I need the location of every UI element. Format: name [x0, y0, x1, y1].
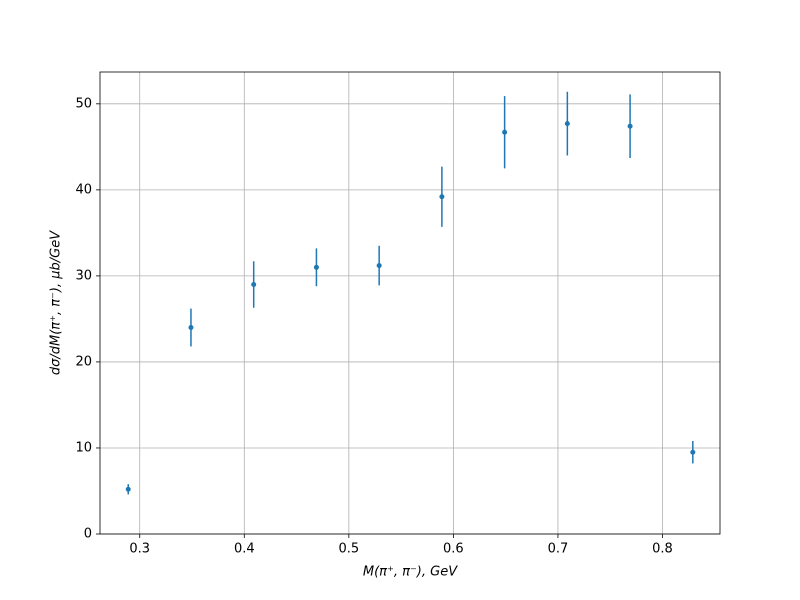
- x-tick-label: 0.6: [443, 542, 464, 557]
- point: [690, 449, 696, 455]
- point: [125, 486, 131, 492]
- y-tick-label: 50: [75, 96, 92, 111]
- point: [313, 264, 319, 270]
- x-tick-label: 0.5: [338, 542, 359, 557]
- point: [251, 282, 257, 288]
- point: [627, 123, 633, 129]
- point: [502, 129, 508, 135]
- y-tick-label: 30: [75, 268, 92, 283]
- y-tick-label: 0: [84, 527, 92, 542]
- point: [188, 325, 194, 331]
- point: [564, 121, 570, 127]
- point: [439, 194, 445, 200]
- x-tick-label: 0.4: [234, 542, 255, 557]
- point: [376, 263, 382, 269]
- x-tick-label: 0.8: [652, 542, 673, 557]
- plot-frame: [99, 71, 721, 535]
- y-tick-label: 40: [75, 182, 92, 197]
- y-tick-label: 20: [75, 354, 92, 369]
- x-tick-label: 0.3: [129, 542, 150, 557]
- x-tick-label: 0.7: [548, 542, 569, 557]
- x-axis-label: M(π⁺, π⁻), GeV: [363, 565, 458, 580]
- y-tick-label: 10: [75, 440, 92, 455]
- y-axis-label: dσ/dM(π⁺, π⁻), μb/GeV: [49, 230, 64, 375]
